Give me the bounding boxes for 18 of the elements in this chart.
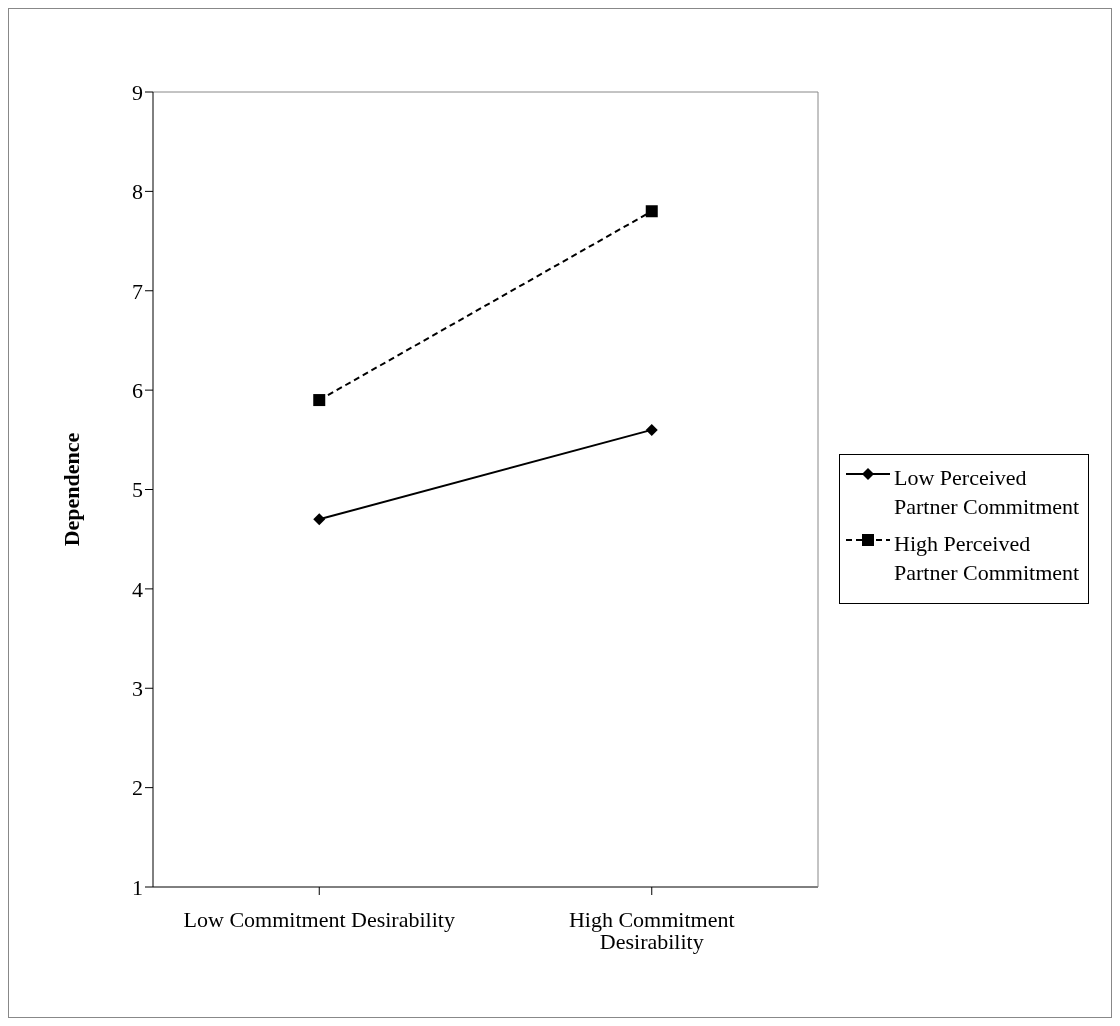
x-tick-label: High Commitment Desirability [568, 906, 735, 954]
x-tick-label: Low Commitment Desirability [183, 906, 455, 932]
y-tick-label: 5 [132, 477, 143, 503]
y-tick-label: 1 [132, 874, 143, 900]
legend-label: Low Perceived Partner Commitment [894, 464, 1081, 521]
point [645, 423, 658, 436]
y-tick-label: 9 [132, 79, 143, 105]
y-tick-label: 6 [132, 377, 143, 403]
point [645, 205, 658, 218]
y-axis-title: Dependence [58, 432, 84, 547]
legend-label: High Perceived Partner Commitment [894, 530, 1081, 587]
y-tick-label: 2 [132, 775, 143, 801]
y-tick-label: 7 [132, 278, 143, 304]
y-tick-label: 8 [132, 179, 143, 205]
y-tick-label: 3 [132, 676, 143, 702]
point [313, 394, 326, 407]
point [313, 513, 326, 526]
y-tick-label: 4 [132, 576, 143, 602]
